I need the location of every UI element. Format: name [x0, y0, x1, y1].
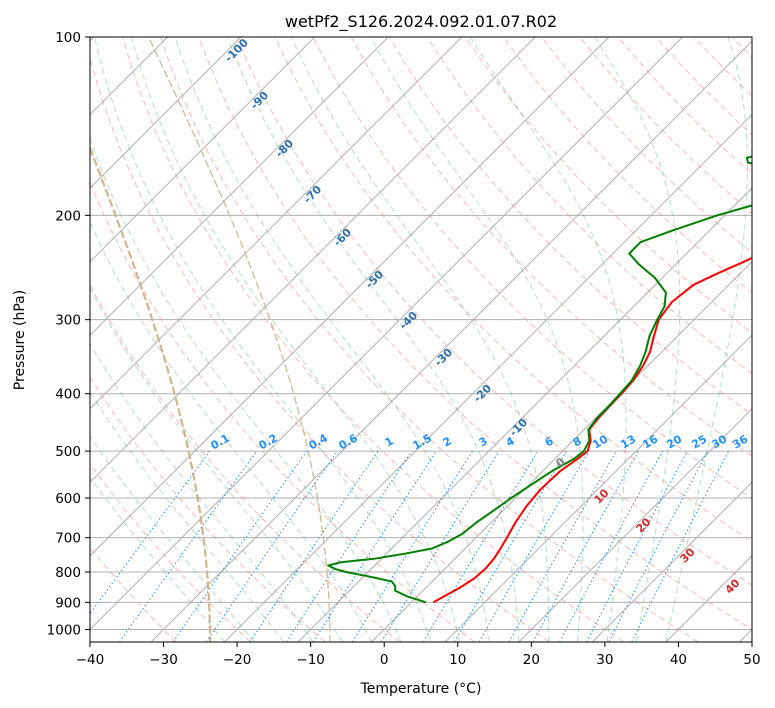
x-tick-label: 20	[523, 652, 540, 668]
y-tick-label: 600	[55, 491, 81, 507]
y-tick-label: 800	[55, 565, 81, 581]
x-tick-label: 50	[743, 652, 760, 668]
moist-adiabat	[90, 391, 284, 642]
mixing-ratio-line	[118, 450, 258, 642]
isotherm-gridline	[591, 481, 752, 642]
dewpoint-profile-line	[327, 155, 752, 604]
temperature-profile-line	[432, 256, 752, 604]
moist-adiabat	[370, 37, 584, 642]
data-lines	[327, 155, 752, 604]
plot-area	[90, 37, 752, 642]
moist-adiabat	[90, 137, 402, 642]
y-tick-label: 400	[55, 387, 81, 403]
x-tick-label: −10	[296, 652, 325, 668]
reference-curve	[90, 147, 212, 642]
moist-adiabat	[469, 37, 627, 642]
moist-adiabat	[665, 37, 749, 642]
mixing-ratio-line	[532, 450, 639, 642]
plot-frame	[89, 36, 753, 643]
y-tick-label: 700	[55, 531, 81, 547]
y-tick-label: 900	[55, 595, 81, 611]
dry-adiabat	[122, 37, 624, 642]
mixing-ratio-line	[559, 450, 664, 642]
moist-adiabat	[90, 342, 314, 642]
dry-adiabat	[90, 56, 550, 642]
moist-adiabat	[290, 37, 549, 642]
y-tick-label: 200	[55, 208, 81, 224]
isotherm-gridline	[90, 37, 242, 189]
isotherm-gridline	[90, 37, 536, 484]
dry-adiabat	[90, 376, 326, 642]
mixing-ratio-line	[631, 450, 730, 642]
y-tick-label: 1000	[47, 622, 81, 638]
dry-adiabat	[160, 37, 699, 642]
moist-adiabat	[174, 37, 490, 642]
y-tick-label: 100	[55, 30, 81, 46]
background-lines	[90, 37, 775, 642]
x-tick-label: 40	[670, 652, 687, 668]
x-tick-label: 30	[596, 652, 613, 668]
dry-adiabat	[198, 37, 752, 630]
dry-adiabat	[770, 37, 775, 642]
dry-adiabat	[90, 463, 252, 642]
axis-ticks: −40 −30 −20 −10 0 10 20 30 40 50 100 200 300 400 500 60…	[47, 30, 761, 668]
y-tick-label: 500	[55, 444, 81, 460]
isotherm-gridline	[371, 260, 752, 642]
y-axis-title: Pressure (hPa)	[12, 290, 28, 390]
mixing-ratio-line	[90, 450, 211, 615]
x-tick-label: 0	[380, 652, 389, 668]
isotherm-gridline	[444, 334, 752, 642]
x-axis-title: Temperature (°C)	[360, 681, 482, 697]
x-tick-label: −40	[76, 652, 105, 668]
isotherm-gridline	[90, 37, 389, 336]
moist-adiabat	[90, 286, 343, 642]
y-tick-label: 300	[55, 313, 81, 329]
x-tick-label: −20	[223, 652, 252, 668]
moist-adiabat	[594, 37, 681, 642]
moist-adiabat	[90, 220, 373, 642]
x-tick-label: −30	[149, 652, 178, 668]
isotherm-gridline	[90, 37, 683, 631]
mixing-ratio-line	[312, 450, 437, 642]
moist-adiabat	[227, 37, 520, 642]
chart-title: wetPf2_S126.2024.092.01.07.R02	[285, 12, 557, 32]
mixing-ratio-line	[172, 450, 308, 642]
dry-adiabat	[312, 37, 752, 500]
x-tick-label: 10	[449, 652, 466, 668]
moist-adiabat	[90, 476, 225, 642]
mixing-ratio-line	[351, 450, 474, 642]
moist-adiabat	[90, 435, 255, 642]
isotherm-gridline	[150, 40, 752, 642]
reference-curve	[149, 39, 331, 642]
mixing-ratio-line	[249, 450, 379, 642]
moist-adiabat	[131, 37, 461, 642]
isotherm-gridline	[224, 113, 752, 642]
mixing-ratio-line	[508, 450, 617, 642]
mixing-ratio-line	[205, 450, 338, 642]
dry-adiabat	[274, 37, 752, 542]
isotherm-gridline	[518, 408, 752, 642]
mixing-ratio-line	[380, 450, 500, 642]
isotherm-gridline	[90, 37, 610, 557]
dry-adiabat	[236, 37, 752, 586]
isotherm-gridline	[90, 37, 316, 263]
